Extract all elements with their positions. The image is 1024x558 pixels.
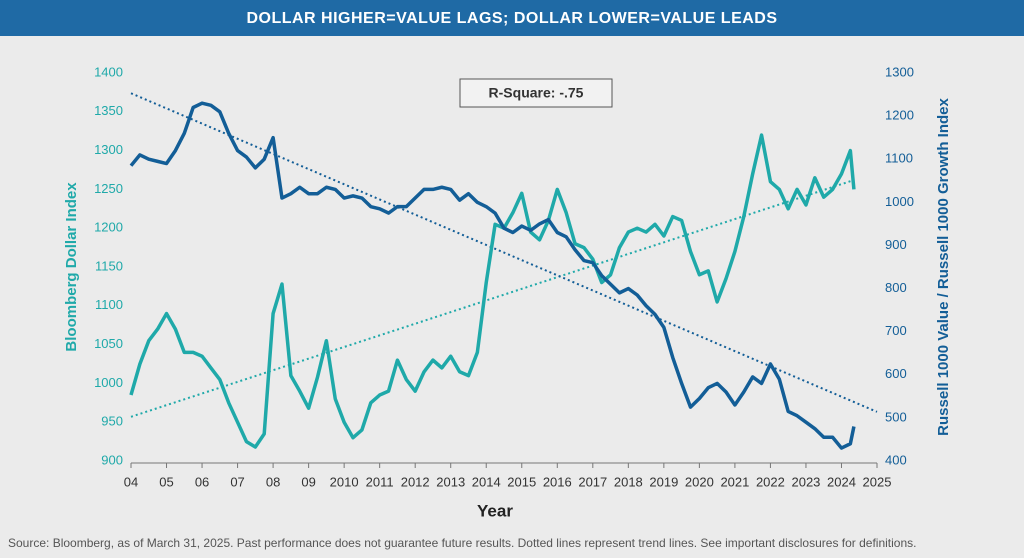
y2-tick-label: 1100 — [885, 151, 913, 166]
x-tick-label: 2013 — [436, 474, 465, 489]
annotation-box — [459, 78, 613, 108]
x-tick-label: 07 — [230, 474, 244, 489]
x-tick-label: 09 — [301, 474, 315, 489]
x-tick-label: 2016 — [543, 474, 572, 489]
y-tick-label: 1300 — [94, 142, 123, 157]
y-tick-label: 950 — [101, 414, 123, 429]
y2-tick-label: 1200 — [885, 108, 914, 123]
x-tick-label: 2021 — [720, 474, 749, 489]
y-tick-label: 1400 — [94, 64, 123, 79]
y2-axis-label: Russell 1000 Value / Russell 1000 Growth… — [935, 98, 952, 436]
x-tick-label: 2023 — [791, 474, 820, 489]
trend-line — [130, 179, 855, 418]
x-tick-label: 04 — [124, 474, 138, 489]
y-tick-label: 1000 — [94, 375, 123, 390]
y-tick-label: 1350 — [94, 103, 123, 118]
trend-line — [130, 92, 878, 413]
x-tick-label: 2014 — [472, 474, 501, 489]
x-tick-label: 2017 — [578, 474, 607, 489]
annotation: R-Square: -.75 — [489, 85, 584, 101]
x-tick-label: 2020 — [685, 474, 714, 489]
y2-tick-label: 800 — [885, 280, 907, 295]
y2-tick-label: 1300 — [885, 64, 914, 79]
x-tick-label: 08 — [266, 474, 280, 489]
data-line — [129, 133, 856, 449]
x-tick-label: 2019 — [649, 474, 678, 489]
source-note: Source: Bloomberg, as of March 31, 2025.… — [8, 536, 917, 550]
x-tick-label: 2012 — [401, 474, 430, 489]
x-tick-label: 2015 — [507, 474, 536, 489]
x-tick-label: 2025 — [863, 474, 892, 489]
y2-tick-label: 900 — [885, 237, 907, 252]
y2-tick-label: 700 — [885, 323, 907, 338]
y-axis-label: Bloomberg Dollar Index — [63, 182, 80, 352]
data-line — [129, 101, 856, 450]
x-tick-label: 06 — [195, 474, 209, 489]
x-tick-label: 05 — [159, 474, 173, 489]
x-tick-label: 2018 — [614, 474, 643, 489]
y-tick-label: 1200 — [94, 220, 123, 235]
x-tick-label: 2011 — [366, 474, 394, 489]
y-tick-label: 1050 — [94, 336, 123, 351]
x-tick-label: 2024 — [827, 474, 856, 489]
y2-tick-label: 400 — [885, 452, 907, 467]
y-tick-label: 1100 — [95, 297, 123, 312]
y-tick-label: 900 — [101, 452, 123, 467]
x-axis-label: Year — [477, 501, 513, 520]
x-tick-label: 2010 — [330, 474, 359, 489]
chart-title: DOLLAR HIGHER=VALUE LAGS; DOLLAR LOWER=V… — [246, 10, 777, 27]
y-tick-label: 1150 — [95, 258, 123, 273]
x-tick-label: 2022 — [756, 474, 785, 489]
y2-tick-label: 500 — [885, 409, 907, 424]
y2-tick-label: 1000 — [885, 194, 914, 209]
y2-tick-label: 600 — [885, 366, 907, 381]
title-banner — [0, 0, 1024, 36]
y-tick-label: 1250 — [94, 181, 123, 196]
